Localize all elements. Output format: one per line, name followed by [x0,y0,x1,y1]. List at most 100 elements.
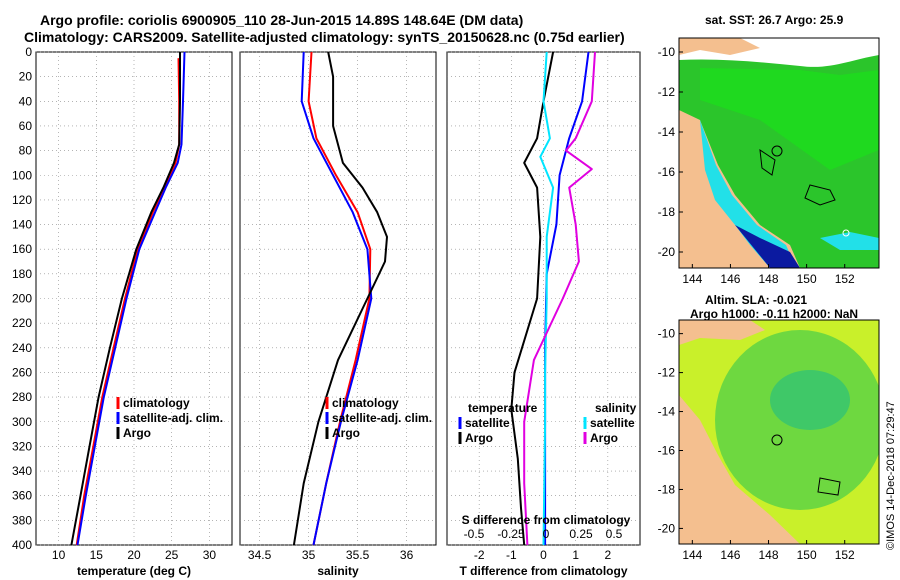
y-tick-label: 240 [12,341,32,355]
sla-map [679,320,879,544]
sst-reef-outline [759,148,776,176]
map-y-tick-label: -10 [658,327,676,341]
sst-reef-outline [804,184,836,206]
sla-map-title-line-1: Altim. SLA: -0.021 [705,293,808,307]
series-line-satellite-adj-clim [76,51,186,546]
legend-label: satellite-adj. clim. [123,411,223,425]
x-tick-label: -1 [506,548,517,562]
y-tick-label: 300 [12,415,32,429]
legend-label: Argo [465,431,493,445]
map-y-tick-label: -18 [658,205,676,219]
map-y-tick-label: -10 [658,45,676,59]
x-axis-label: temperature (deg C) [77,564,191,578]
sla-reef-outline [817,477,841,496]
x-axis-label: T difference from climatology [459,564,627,578]
x-tick-label: -2 [474,548,485,562]
map-x-tick-label: 152 [835,272,855,286]
map-x-tick-label: 150 [797,272,817,286]
map-y-tick-label: -12 [658,85,676,99]
x-secondary-tick-label: 0.5 [606,527,623,541]
legend-label: satellite [590,416,635,430]
sla-png-land [679,320,765,345]
map-y-tick-label: -16 [658,444,676,458]
x-tick-label: 0 [540,548,547,562]
sst-cold-patch [735,225,800,268]
x-tick-label: 30 [203,548,217,562]
y-tick-label: 160 [12,242,32,256]
map-x-tick-label: 152 [835,548,855,562]
sst-map [679,38,879,268]
legend-label: satellite-adj. clim. [332,411,432,425]
series-line-temperature-Argo [510,51,555,546]
series-line-salinity-Argo [523,51,596,546]
sst-island-marker [842,229,850,237]
x-secondary-tick-label: -0.25 [497,527,525,541]
x-tick-label: 2 [604,548,611,562]
legend-label: climatology [123,396,190,410]
legend-heading-salinity: salinity [595,401,637,415]
map-x-tick-label: 148 [759,272,779,286]
map-y-tick-label: -12 [658,366,676,380]
sst-argo-marker [771,145,783,157]
sla-argo-marker [771,434,783,446]
legend-label: satellite [465,416,510,430]
x-axis-label: salinity [317,564,359,578]
x-tick-label: 35 [302,548,316,562]
sla-land [679,395,800,544]
x-secondary-tick-label: 0.25 [569,527,593,541]
y-tick-label: 0 [25,45,32,59]
series-line-Argo [70,52,181,546]
series-line-satellite-adj-clim [300,51,373,546]
y-tick-label: 180 [12,267,32,281]
y-tick-label: 360 [12,489,32,503]
sst-warm-region [700,68,879,170]
map-y-tick-label: -14 [658,125,676,139]
map-x-tick-label: 144 [682,272,702,286]
y-tick-label: 340 [12,464,32,478]
plot-frame-0 [35,51,233,546]
y-tick-label: 140 [12,218,32,232]
sst-map-title: sat. SST: 26.7 Argo: 25.9 [705,13,844,27]
map-y-tick-label: -16 [658,165,676,179]
x-tick-label: 34.5 [248,548,272,562]
y-tick-label: 280 [12,390,32,404]
series-line-Argo [292,51,388,546]
map-x-tick-label: 146 [720,272,740,286]
x-tick-label: 15 [90,548,104,562]
y-tick-label: 220 [12,316,32,330]
y-tick-label: 320 [12,439,32,453]
sst-cool-patch-east [820,232,879,250]
sla-map-frame [678,319,880,545]
x-tick-label: 36 [400,548,414,562]
x-tick-label: 35.5 [346,548,370,562]
x-secondary-tick-label: -0.5 [464,527,485,541]
y-tick-label: 40 [19,94,33,108]
map-x-tick-label: 146 [720,548,740,562]
legend-label: Argo [123,426,151,440]
x-tick-label: 1 [572,548,579,562]
y-tick-label: 60 [19,119,33,133]
x-secondary-tick-label: 0 [543,527,550,541]
legend-label: climatology [332,396,399,410]
sla-map-title-line-2: Argo h1000: -0.11 h2000: NaN [690,307,859,321]
sla-low-anomaly [770,370,850,430]
title-line-2: Climatology: CARS2009. Satellite-adjuste… [24,29,625,45]
x-tick-label: 25 [165,548,179,562]
y-tick-label: 100 [12,168,32,182]
legend-label: Argo [590,431,618,445]
x-axis-secondary-label: S difference from climatology [462,513,631,527]
map-y-tick-label: -20 [658,245,676,259]
series-line-salinity-satellite [539,51,555,546]
y-tick-label: 80 [19,144,33,158]
map-y-tick-label: -14 [658,405,676,419]
x-tick-label: 20 [127,548,141,562]
y-tick-label: 200 [12,292,32,306]
sst-png-land [679,38,760,55]
y-tick-label: 120 [12,193,32,207]
y-tick-label: 400 [12,538,32,552]
sst-map-frame [678,37,880,269]
legend-heading-temperature: temperature [468,401,538,415]
y-tick-label: 260 [12,365,32,379]
y-tick-label: 380 [12,513,32,527]
